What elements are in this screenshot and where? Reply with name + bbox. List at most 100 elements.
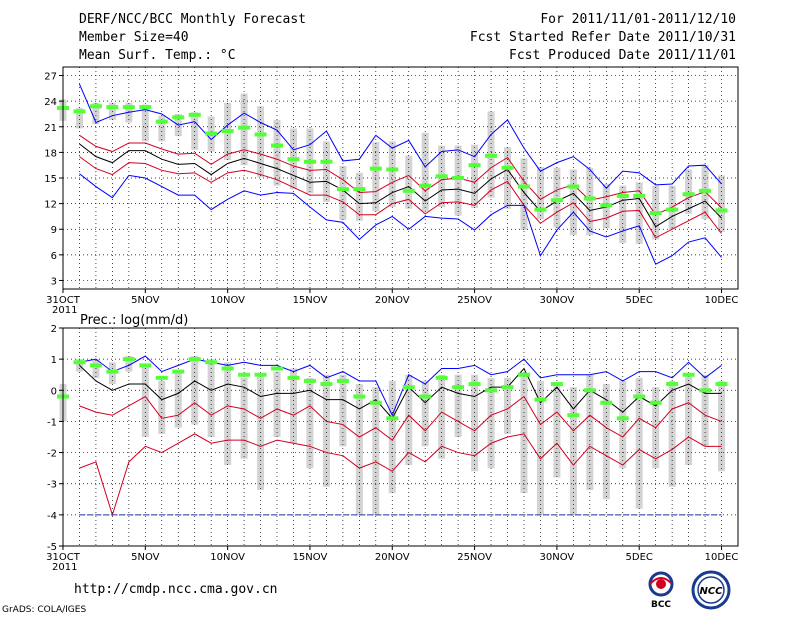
- temp-median-bar-20: [386, 167, 399, 172]
- precip-box-35: [635, 377, 643, 509]
- precip-xtick-label: 5NOV: [131, 552, 160, 563]
- temp-ytick-label: 15: [44, 174, 57, 185]
- precip-median-bar-32: [583, 388, 596, 393]
- temp-median-bar-19: [369, 166, 382, 171]
- temp-ytick-label: 21: [44, 123, 57, 134]
- temp-series-mean: [79, 143, 722, 228]
- temp-series-max: [79, 83, 722, 189]
- temp-median-bar-38: [682, 192, 695, 197]
- precip-box-8: [191, 356, 199, 425]
- precip-median-bar-39: [699, 388, 712, 393]
- temp-box-5: [141, 104, 149, 142]
- temp-median-bar-23: [435, 174, 448, 179]
- temp-box-2: [92, 102, 100, 125]
- precip-ytick-label: -3: [47, 480, 57, 491]
- temp-median-bar-13: [271, 143, 284, 148]
- precip-series-max: [79, 355, 722, 417]
- bcc-logo: BCC: [648, 571, 674, 610]
- precip-median-bar-31: [567, 413, 580, 418]
- ncc-logo: NCC: [691, 570, 731, 610]
- precip-box-29: [536, 380, 544, 515]
- precip-median-bar-28: [517, 372, 530, 377]
- temp-median-bar-14: [287, 157, 300, 162]
- temp-ytick-label: 6: [51, 251, 57, 262]
- temp-median-bar-6: [155, 119, 168, 124]
- temp-box-30: [553, 167, 561, 228]
- precip-box-38: [685, 374, 693, 466]
- precip-median-bar-21: [402, 385, 415, 390]
- temp-xtick-label: 5DEC: [626, 295, 653, 306]
- temp-box-34: [619, 185, 627, 243]
- precip-ytick-label: 1: [51, 355, 57, 366]
- precip-median-bar-16: [320, 382, 333, 387]
- precip-median-bar-7: [172, 369, 185, 374]
- temp-median-bar-39: [699, 188, 712, 193]
- precip-series-p90: [79, 365, 722, 420]
- temp-box-22: [421, 132, 429, 212]
- precip-box-5: [141, 365, 149, 437]
- precip-box-4: [125, 356, 133, 372]
- precip-box-19: [372, 387, 380, 515]
- precip-median-bar-24: [452, 385, 465, 390]
- temp-median-bar-2: [89, 104, 102, 109]
- temp-series-p10: [79, 156, 722, 239]
- precip-box-14: [289, 368, 297, 444]
- temp-box-13: [273, 119, 281, 186]
- precip-median-bar-18: [353, 394, 366, 399]
- precip-box-15: [306, 377, 314, 469]
- precip-box-33: [602, 384, 610, 500]
- precip-box-37: [668, 380, 676, 487]
- precip-median-bar-37: [666, 382, 679, 387]
- precip-series-min: [79, 433, 722, 517]
- temp-median-bar-22: [419, 183, 432, 188]
- precip-box-7: [174, 371, 182, 428]
- temp-median-bar-24: [452, 176, 465, 180]
- temp-xtick-year: 2011: [52, 305, 77, 316]
- member-size: Member Size=40: [79, 30, 189, 45]
- temp-median-bar-4: [122, 105, 135, 110]
- temp-median-bar-35: [633, 193, 646, 198]
- temp-median-bar-11: [238, 125, 251, 130]
- variable-label: Mean Surf. Temp.: °C: [79, 48, 236, 63]
- temp-median-bar-10: [221, 129, 234, 134]
- precip-ytick-label: 0: [51, 386, 57, 397]
- temp-median-bar-16: [320, 159, 333, 164]
- temp-median-bar-17: [336, 187, 349, 192]
- precip-median-bar-9: [205, 360, 218, 365]
- temp-median-bar-3: [106, 105, 119, 110]
- precip-box-39: [701, 374, 709, 447]
- precip-xtick-year: 2011: [52, 562, 77, 573]
- temp-median-bar-26: [485, 153, 498, 158]
- precip-xtick-label: 10NOV: [210, 552, 245, 563]
- temp-median-bar-15: [303, 159, 316, 164]
- source-url[interactable]: http://cmdp.ncc.cma.gov.cn: [74, 582, 278, 597]
- temp-xtick-label: 10NOV: [210, 295, 245, 306]
- temp-median-bar-25: [468, 163, 481, 168]
- precip-median-bar-35: [633, 394, 646, 399]
- precip-box-18: [355, 384, 363, 515]
- precip-median-bar-19: [369, 400, 382, 405]
- temp-box-21: [405, 155, 413, 209]
- temp-median-bar-18: [353, 187, 366, 192]
- precip-median-bar-12: [254, 372, 267, 377]
- precip-median-bar-4: [122, 357, 135, 362]
- temp-box-20: [388, 141, 396, 208]
- precip-median-bar-13: [271, 366, 284, 371]
- temp-series-min: [79, 173, 722, 265]
- precip-median-bar-23: [435, 375, 448, 380]
- precip-median-bar-20: [386, 416, 399, 421]
- precip-xtick-label: 10DEC: [705, 552, 739, 563]
- temp-box-12: [257, 106, 265, 178]
- precip-box-11: [240, 377, 248, 459]
- precip-box-40: [718, 380, 726, 472]
- temp-ytick-label: 3: [51, 276, 57, 287]
- precip-median-bar-40: [715, 382, 728, 387]
- bcc-logo-text: BCC: [651, 600, 671, 610]
- precip-median-bar-5: [139, 363, 152, 368]
- temp-median-bar-34: [616, 193, 629, 198]
- temp-median-bar-9: [205, 131, 218, 136]
- precip-box-10: [224, 362, 232, 466]
- precip-box-6: [158, 380, 166, 434]
- precip-box-24: [454, 374, 462, 437]
